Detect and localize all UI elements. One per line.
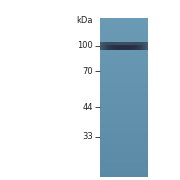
Text: 100: 100 [77, 41, 93, 50]
Text: 33: 33 [82, 132, 93, 141]
Text: 44: 44 [82, 103, 93, 112]
Text: kDa: kDa [76, 16, 93, 25]
Text: 70: 70 [82, 67, 93, 76]
